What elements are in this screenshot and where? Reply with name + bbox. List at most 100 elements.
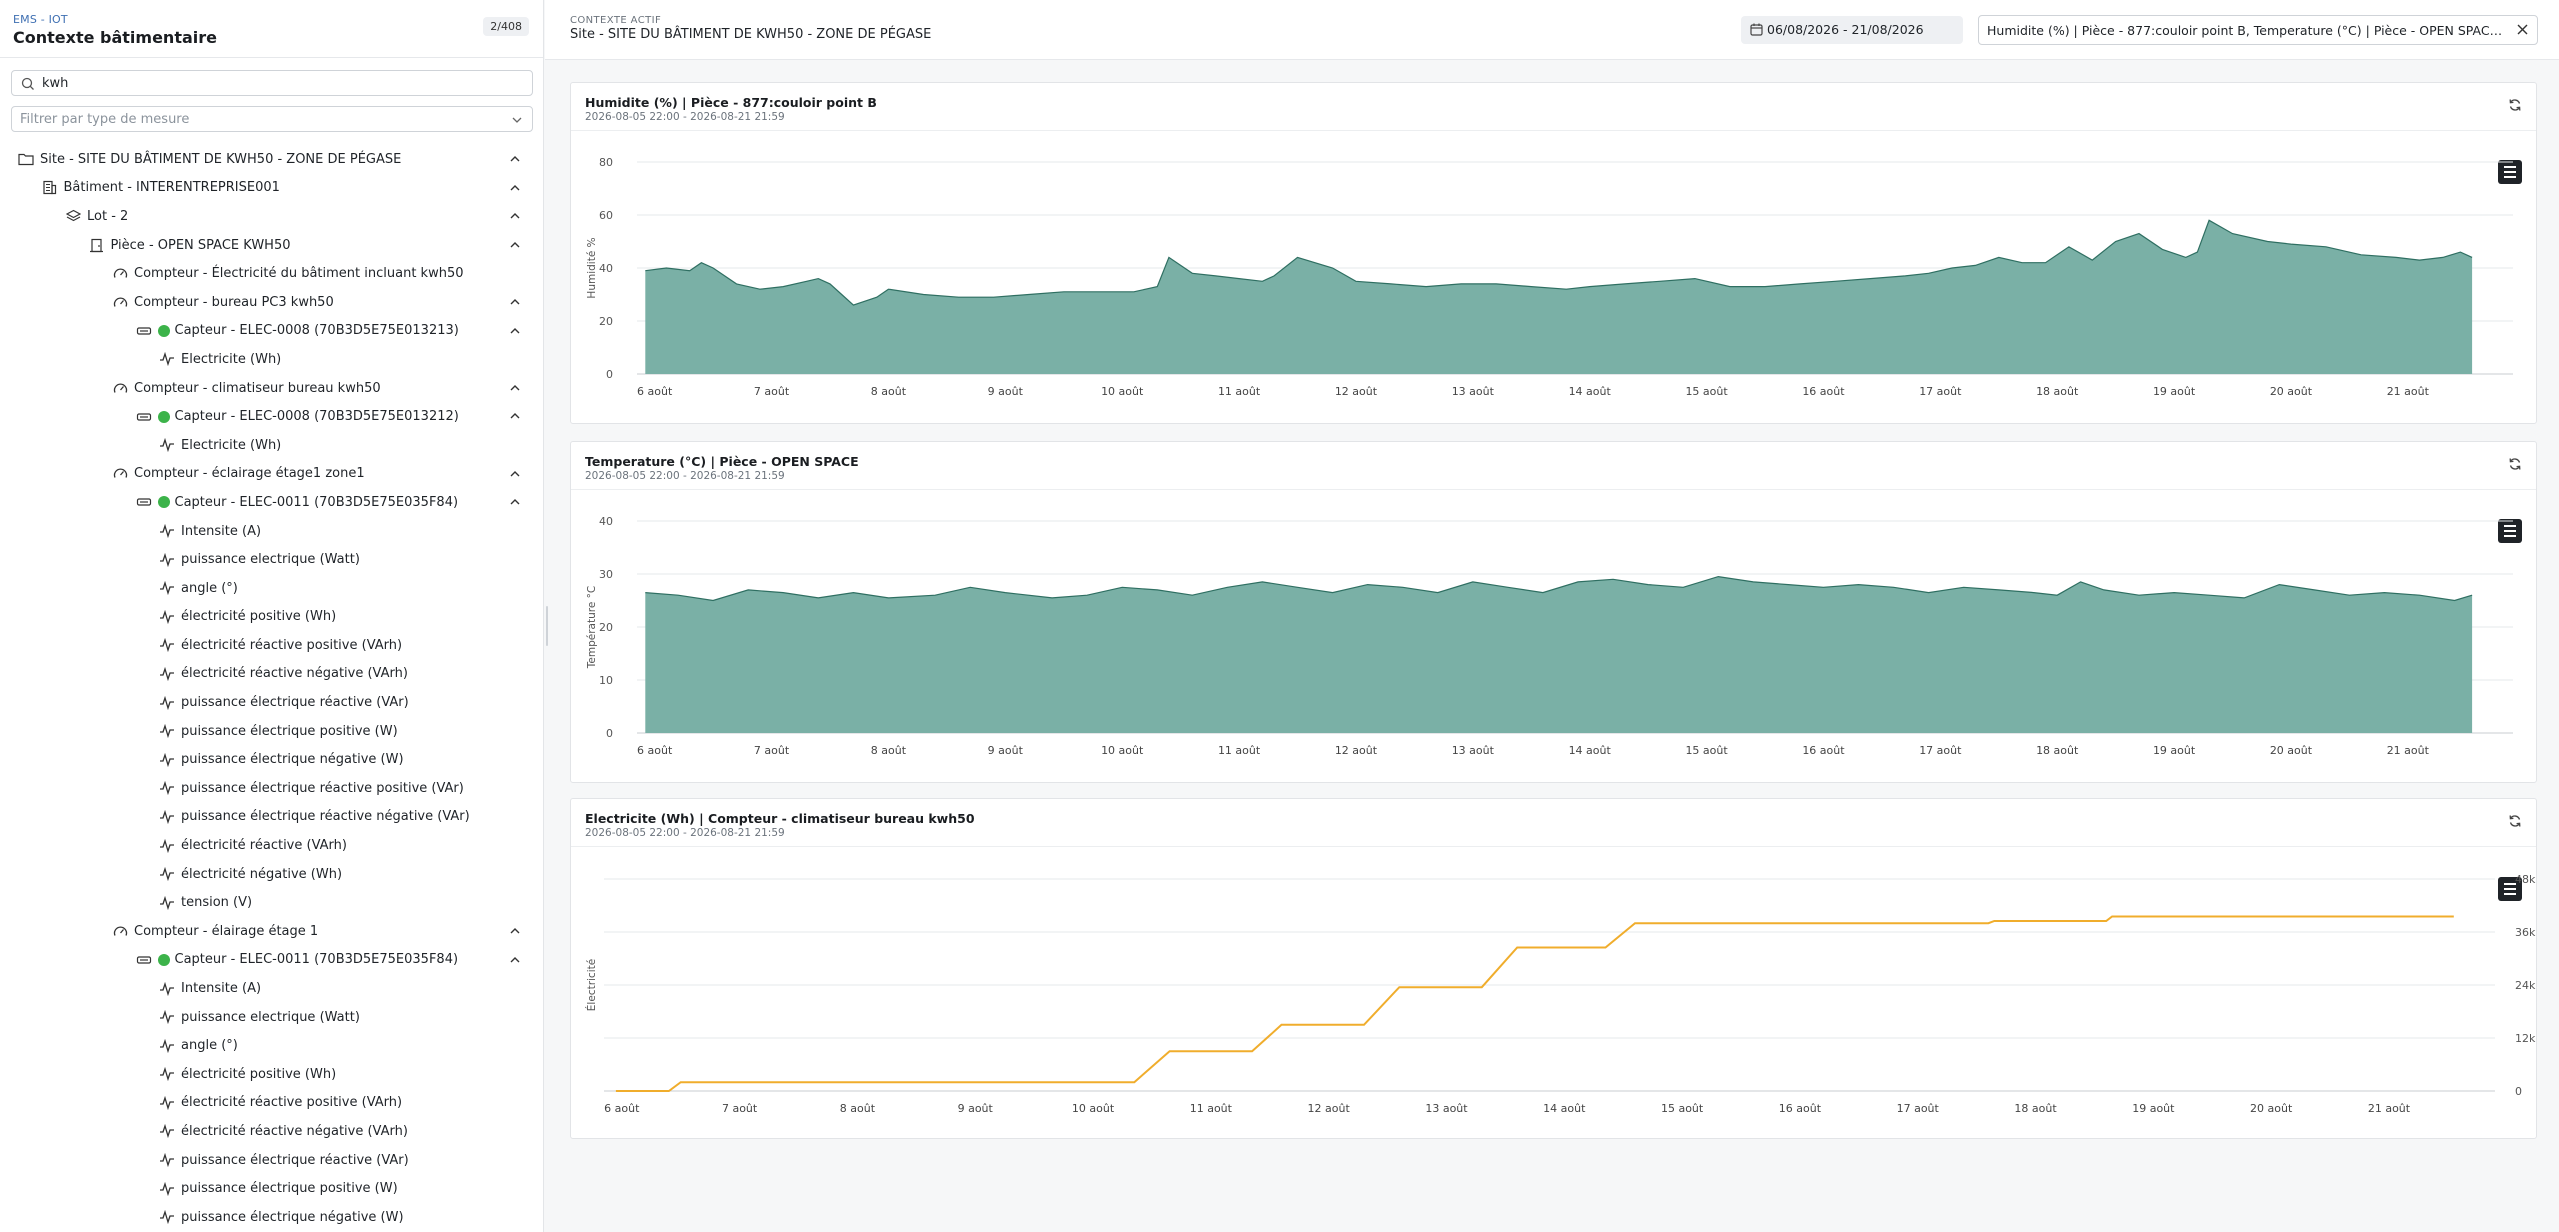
tree-item[interactable]: angle (°) <box>0 574 543 603</box>
tree-item[interactable]: électricité positive (Wh) <box>0 1060 543 1089</box>
tree-item[interactable]: électricité positive (Wh) <box>0 603 543 632</box>
tree-item[interactable]: Capteur - ELEC-0011 (70B3D5E75E035F84) <box>0 946 543 975</box>
x-tick-label: 15 août <box>1661 1102 1704 1115</box>
tree-item[interactable]: puissance électrique réactive (VAr) <box>0 688 543 717</box>
tree-item[interactable]: Intensite (A) <box>0 517 543 546</box>
x-tick-label: 8 août <box>840 1102 876 1115</box>
sidebar-title: Contexte bâtimentaire <box>13 28 217 47</box>
chevron-up-icon[interactable] <box>509 325 521 341</box>
tree-item[interactable]: électricité réactive positive (VArh) <box>0 631 543 660</box>
x-tick-label: 6 août <box>637 744 673 757</box>
door-icon <box>89 237 105 253</box>
y-tick-label: 20 <box>599 315 613 328</box>
breadcrumb[interactable]: EMS - IOT <box>13 13 68 26</box>
tree-item[interactable]: Capteur - ELEC-0011 (70B3D5E75E035F84) <box>0 488 543 517</box>
tree-item[interactable]: électricité réactive négative (VArh) <box>0 1117 543 1146</box>
tree-item-label: Compteur - Électricité du bâtiment inclu… <box>134 266 464 282</box>
activity-icon <box>159 981 175 997</box>
tree-item[interactable]: Lot - 2 <box>0 202 543 231</box>
tree-item[interactable]: Capteur - ELEC-0008 (70B3D5E75E013213) <box>0 317 543 346</box>
chevron-up-icon[interactable] <box>509 410 521 426</box>
chevron-up-icon[interactable] <box>509 296 521 312</box>
refresh-icon[interactable] <box>2508 98 2522 112</box>
electricity-chart: 0 12k 24k 36k 48k 6 août 7 août 8 août 9 août 10 … <box>585 873 2536 1115</box>
tree-item[interactable]: puissance électrique réactive négative (… <box>0 803 543 832</box>
tree-item[interactable]: Electricite (Wh) <box>0 431 543 460</box>
activity-icon <box>159 437 175 453</box>
chevron-up-icon[interactable] <box>509 182 521 198</box>
temperature-chart: 0 10 20 30 40 6 août 7 août 8 août 9 août 10 août… <box>586 515 2513 757</box>
chart-menu-button[interactable] <box>2498 160 2522 184</box>
chevron-up-icon[interactable] <box>509 239 521 255</box>
x-tick-label: 21 août <box>2368 1102 2411 1115</box>
tree-item[interactable]: électricité négative (Wh) <box>0 860 543 889</box>
tree-item[interactable]: Compteur - climatiseur bureau kwh50 <box>0 374 543 403</box>
tree-item[interactable]: Electricite (Wh) <box>0 345 543 374</box>
y-tick-label: 0 <box>606 368 613 381</box>
chevron-up-icon[interactable] <box>509 210 521 226</box>
x-tick-label: 20 août <box>2270 744 2313 757</box>
tree-item[interactable]: Bâtiment - INTERENTREPRISE001 <box>0 174 543 203</box>
activity-icon <box>159 723 175 739</box>
building-icon <box>42 180 58 196</box>
chevron-up-icon[interactable] <box>509 496 521 512</box>
tree-item-label: Capteur - ELEC-0011 (70B3D5E75E035F84) <box>174 494 459 510</box>
chevron-up-icon[interactable] <box>509 925 521 941</box>
refresh-icon[interactable] <box>2508 814 2522 828</box>
x-tick-label: 10 août <box>1101 744 1144 757</box>
chevron-up-icon[interactable] <box>509 954 521 970</box>
x-tick-label: 12 août <box>1335 744 1378 757</box>
tree-item[interactable]: tension (V) <box>0 888 543 917</box>
tree-item[interactable]: Compteur - bureau PC3 kwh50 <box>0 288 543 317</box>
chevron-up-icon[interactable] <box>509 468 521 484</box>
tree-item-label: Compteur - éclairage étage1 zone1 <box>134 466 365 482</box>
search-input[interactable]: kwh <box>11 70 533 96</box>
measure-type-filter[interactable]: Filtrer par type de mesure <box>11 106 533 132</box>
tree-item[interactable]: angle (°) <box>0 1031 543 1060</box>
tree-item[interactable]: puissance electrique (Watt) <box>0 1003 543 1032</box>
tree-item[interactable]: puissance électrique réactive positive (… <box>0 774 543 803</box>
tree-item[interactable]: puissance électrique positive (W) <box>0 717 543 746</box>
tree-item[interactable]: puissance électrique négative (W) <box>0 1203 543 1232</box>
gauge-icon <box>112 294 128 310</box>
x-tick-label: 21 août <box>2387 385 2430 398</box>
x-tick-label: 12 août <box>1335 385 1378 398</box>
tree-item[interactable]: puissance électrique négative (W) <box>0 745 543 774</box>
tree-item-label: puissance électrique positive (W) <box>181 1181 398 1197</box>
tree-item[interactable]: puissance électrique positive (W) <box>0 1174 543 1203</box>
tree-item[interactable]: électricité réactive (VArh) <box>0 831 543 860</box>
tree-item[interactable]: électricité réactive positive (VArh) <box>0 1089 543 1118</box>
tree-item-label: Bâtiment - INTERENTREPRISE001 <box>63 180 280 196</box>
measure-selection-field[interactable]: Humidite (%) | Pièce - 877:couloir point… <box>1978 15 2538 45</box>
chevron-up-icon[interactable] <box>509 382 521 398</box>
chevron-up-icon[interactable] <box>509 153 521 169</box>
tree-item[interactable]: Compteur - éclairage étage1 zone1 <box>0 460 543 489</box>
y-tick-label: 10 <box>599 674 613 687</box>
activity-icon <box>159 752 175 768</box>
date-range-picker[interactable]: 06/08/2026 - 21/08/2026 <box>1741 16 1963 44</box>
resize-handle[interactable] <box>546 606 548 646</box>
tree-item-label: angle (°) <box>181 1038 238 1054</box>
tree-item[interactable]: Compteur - Électricité du bâtiment inclu… <box>0 259 543 288</box>
tree-item-label: Electricite (Wh) <box>181 351 282 367</box>
tree-item-label: puissance électrique réactive (VAr) <box>181 695 409 711</box>
context-value: Site - SITE DU BÂTIMENT DE KWH50 - ZONE … <box>570 27 932 42</box>
tree-item[interactable]: puissance electrique (Watt) <box>0 545 543 574</box>
sensor-icon <box>136 409 152 425</box>
x-tick-label: 13 août <box>1452 385 1495 398</box>
tree-item[interactable]: Site - SITE DU BÂTIMENT DE KWH50 - ZONE … <box>0 145 543 174</box>
chart-menu-button[interactable] <box>2498 877 2522 901</box>
tree-item[interactable]: Pièce - OPEN SPACE KWH50 <box>0 231 543 260</box>
clear-icon[interactable] <box>2517 24 2528 35</box>
activity-icon <box>159 637 175 653</box>
tree-item[interactable]: électricité réactive négative (VArh) <box>0 660 543 689</box>
tree-item[interactable]: puissance électrique réactive (VAr) <box>0 1146 543 1175</box>
x-tick-label: 20 août <box>2250 1102 2293 1115</box>
refresh-icon[interactable] <box>2508 457 2522 471</box>
tree-item[interactable]: Compteur - élairage étage 1 <box>0 917 543 946</box>
tree-item[interactable]: Intensite (A) <box>0 974 543 1003</box>
y-tick-label: 36k <box>2515 926 2536 939</box>
x-tick-label: 15 août <box>1685 385 1728 398</box>
tree-item[interactable]: Capteur - ELEC-0008 (70B3D5E75E013212) <box>0 402 543 431</box>
chart-menu-button[interactable] <box>2498 519 2522 543</box>
